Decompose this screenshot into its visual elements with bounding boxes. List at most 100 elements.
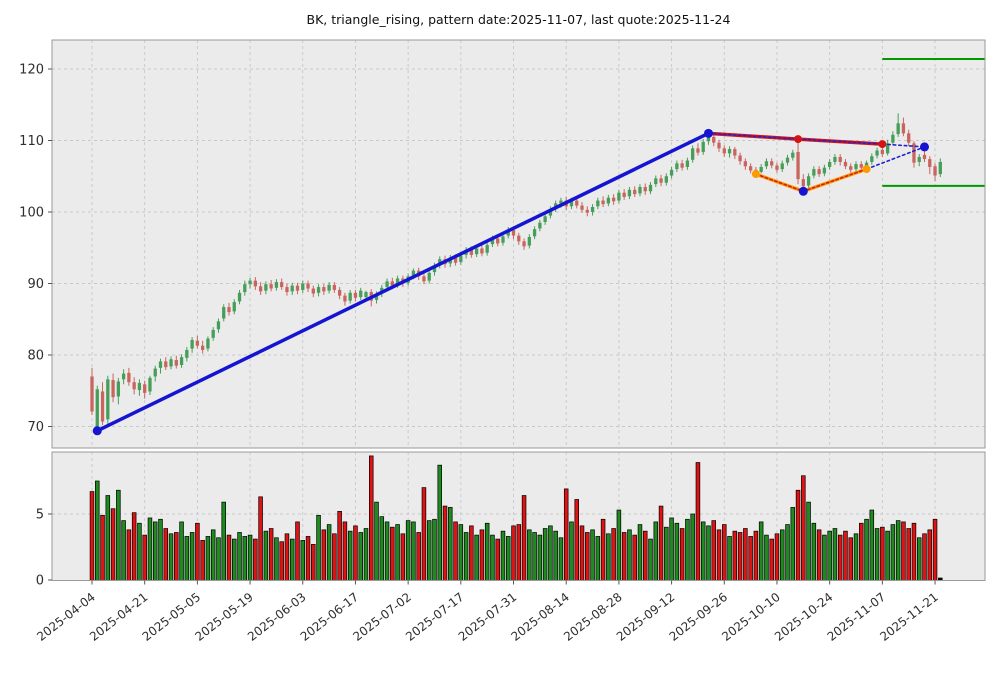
candle-up xyxy=(590,206,595,212)
volume-bar xyxy=(848,537,853,581)
volume-bar xyxy=(205,536,211,581)
candle-up xyxy=(527,237,531,246)
candle-down xyxy=(738,155,742,162)
candle-up xyxy=(532,229,537,237)
volume-bar xyxy=(89,491,95,581)
candle-down xyxy=(843,161,848,167)
candle-down xyxy=(901,123,906,134)
volume-bar xyxy=(669,517,674,581)
candle-up xyxy=(211,329,215,338)
candle-down xyxy=(733,149,737,156)
candle-up xyxy=(237,292,242,302)
volume-bar xyxy=(859,522,864,581)
blue-pivot-marker xyxy=(798,186,808,196)
candle-up xyxy=(764,161,769,167)
volume-bar xyxy=(722,524,727,581)
volume-bar xyxy=(743,528,748,581)
volume-bar xyxy=(253,538,258,581)
volume-tick-label: 0 xyxy=(36,574,44,589)
candle-up xyxy=(828,161,832,167)
candle-up xyxy=(727,149,732,154)
candle-down xyxy=(775,165,779,170)
candle-down xyxy=(880,149,884,155)
y-tick-label: 100 xyxy=(19,206,44,221)
volume-bar xyxy=(569,521,574,581)
volume-bar xyxy=(674,522,680,581)
volume-bar xyxy=(400,533,406,581)
candle-up xyxy=(290,285,294,292)
volume-bar xyxy=(495,538,500,581)
candle-up xyxy=(316,287,321,293)
volume-bar xyxy=(932,518,938,581)
candle-up xyxy=(411,270,416,276)
volume-bar xyxy=(279,541,284,581)
volume-bar xyxy=(748,536,753,581)
volume-bar xyxy=(548,525,553,581)
candle-down xyxy=(164,361,168,368)
volume-bar xyxy=(716,529,722,581)
volume-bar xyxy=(474,534,479,581)
candle-down xyxy=(253,280,257,287)
volume-bar xyxy=(585,532,590,581)
volume-bar xyxy=(442,505,448,581)
volume-bar xyxy=(553,530,558,581)
candle-down xyxy=(907,133,911,143)
candle-up xyxy=(780,163,784,170)
pattern-overlay xyxy=(92,128,930,436)
candle-up xyxy=(685,160,690,167)
candle-down xyxy=(770,161,774,166)
volume-bar xyxy=(679,528,685,581)
volume-bar xyxy=(131,512,137,581)
volume-bar xyxy=(274,537,279,581)
volume-bar xyxy=(305,536,311,581)
candle-up xyxy=(190,339,194,349)
volume-bar xyxy=(126,529,132,581)
candle-up xyxy=(95,389,99,428)
candle-down xyxy=(200,345,205,350)
candle-down xyxy=(717,142,721,149)
volume-bar xyxy=(421,487,427,581)
y-tick-label: 120 xyxy=(19,63,44,78)
volume-bar xyxy=(774,533,780,581)
candle-down xyxy=(269,284,273,289)
candle-down xyxy=(796,151,800,180)
volume-bar xyxy=(479,529,485,581)
candle-up xyxy=(648,184,653,192)
candle-up xyxy=(891,134,895,143)
blue-pivot-marker xyxy=(920,142,930,152)
volume-bar xyxy=(521,495,527,581)
blue-pivot-marker xyxy=(703,128,713,138)
candle-down xyxy=(801,179,805,187)
volume-bar xyxy=(295,521,300,581)
candle-up xyxy=(348,292,352,301)
volume-bar xyxy=(353,525,358,581)
candle-up xyxy=(374,294,379,300)
candle-up xyxy=(548,209,553,216)
volume-bar xyxy=(242,536,248,581)
volume-bar xyxy=(247,534,253,581)
candle-down xyxy=(928,159,932,167)
candle-up xyxy=(485,244,489,253)
volume-bar xyxy=(411,521,416,581)
candle-up xyxy=(543,216,547,223)
candle-down xyxy=(643,186,647,192)
volume-bar xyxy=(110,508,116,581)
volume-bar xyxy=(384,521,390,581)
volume-bar xyxy=(927,529,933,581)
volume-bar xyxy=(163,528,169,581)
candle-up xyxy=(206,338,210,349)
volume-bar xyxy=(922,533,927,581)
candle-down xyxy=(280,282,284,288)
volume-bar xyxy=(405,520,411,581)
candle-down xyxy=(601,200,605,205)
volume-bar xyxy=(379,516,385,581)
candle-up xyxy=(896,123,900,135)
candle-up xyxy=(148,377,152,392)
volume-bar xyxy=(616,509,622,581)
candle-up xyxy=(938,161,942,175)
volume-bar xyxy=(226,534,232,581)
candle-up xyxy=(395,278,400,285)
y-tick-label: 70 xyxy=(27,420,44,435)
